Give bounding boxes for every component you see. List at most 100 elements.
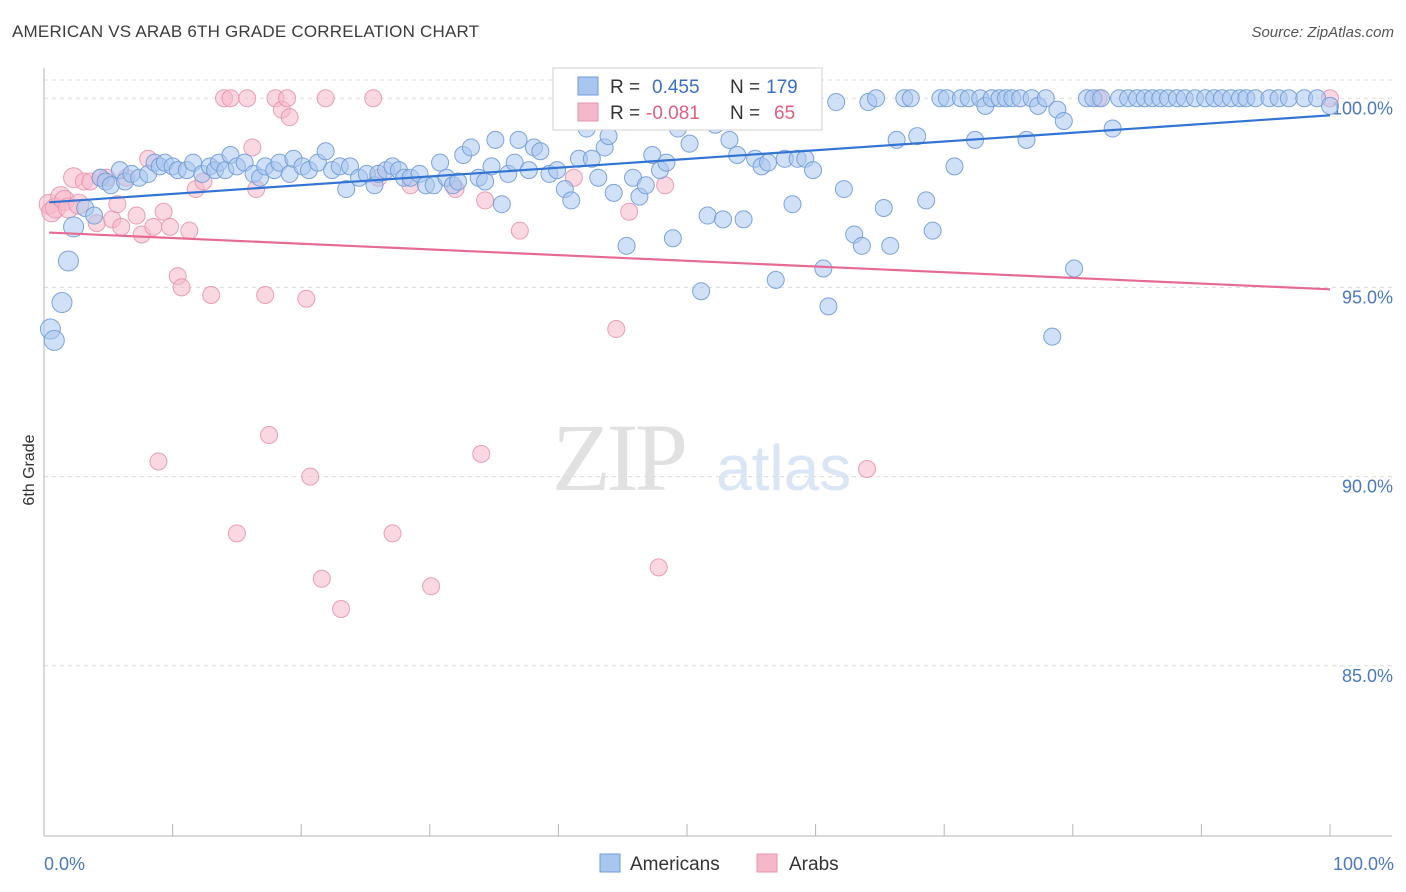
americans-point bbox=[57, 250, 79, 272]
americans-point bbox=[783, 195, 802, 214]
americans-point bbox=[492, 195, 511, 214]
y-axis-label: 6th Grade bbox=[21, 434, 38, 505]
americans-point bbox=[476, 172, 495, 191]
americans-point bbox=[1054, 111, 1073, 130]
stats-box: R = 0.455 N = 179 R = -0.081 N = 65 bbox=[552, 67, 823, 131]
arabs-point bbox=[510, 221, 529, 240]
americans-point bbox=[316, 142, 335, 161]
americans-point bbox=[680, 134, 699, 153]
stats-americans-r-label: R = bbox=[610, 77, 640, 98]
americans-point bbox=[643, 146, 662, 165]
americans-point bbox=[482, 157, 501, 176]
americans-point bbox=[1321, 96, 1339, 115]
y-tick-labels: 85.0% 90.0% 95.0% 100.0% bbox=[1332, 98, 1393, 685]
legend-item-arabs[interactable]: Arabs bbox=[756, 853, 839, 875]
americans-point bbox=[852, 236, 871, 255]
arabs-point bbox=[858, 460, 877, 479]
arabs-point bbox=[260, 425, 279, 444]
americans-point bbox=[509, 130, 528, 149]
americans-point bbox=[901, 89, 920, 108]
americans-point bbox=[43, 329, 65, 351]
chart-title: AMERICAN VS ARAB 6TH GRADE CORRELATION C… bbox=[12, 22, 480, 41]
arabs-point bbox=[656, 176, 675, 195]
americans-point bbox=[819, 297, 838, 316]
arabs-point bbox=[108, 195, 127, 214]
americans-point bbox=[714, 210, 733, 229]
source-credit: Source: ZipAtlas.com bbox=[1251, 24, 1394, 41]
arabs-point bbox=[238, 89, 257, 108]
americans-point bbox=[1036, 89, 1055, 108]
stats-arabs-swatch bbox=[577, 102, 599, 122]
stats-arabs-r-value: -0.081 bbox=[646, 103, 700, 124]
arabs-point bbox=[112, 217, 131, 236]
americans-point bbox=[834, 180, 853, 199]
arabs-point bbox=[649, 558, 668, 577]
arabs-point bbox=[301, 467, 320, 486]
arabs-point bbox=[472, 444, 491, 463]
arabs-point bbox=[221, 89, 240, 108]
americans-point bbox=[636, 176, 655, 195]
americans-point bbox=[734, 210, 753, 229]
x-tick-label-min: 0.0% bbox=[44, 854, 85, 874]
americans-point bbox=[589, 168, 608, 187]
stats-americans-n-value: 179 bbox=[766, 77, 798, 98]
americans-point bbox=[766, 270, 785, 289]
arabs-point bbox=[312, 569, 331, 588]
americans-point bbox=[759, 153, 778, 172]
arabs-point bbox=[154, 202, 173, 221]
americans-point bbox=[814, 259, 833, 278]
americans-point bbox=[548, 161, 567, 180]
arabs-point bbox=[280, 108, 299, 127]
americans-point bbox=[604, 183, 623, 202]
americans-point bbox=[1092, 89, 1111, 108]
arabs-trendline bbox=[49, 231, 1331, 291]
arabs-point bbox=[620, 202, 639, 221]
watermark-zip: ZIP bbox=[552, 404, 685, 511]
arabs-point bbox=[180, 221, 199, 240]
arabs-point bbox=[161, 217, 180, 236]
arabs-point bbox=[243, 138, 262, 157]
x-tick-label-max: 100.0% bbox=[1333, 854, 1394, 874]
stats-americans-r-value: 0.455 bbox=[652, 77, 700, 98]
americans-point bbox=[431, 153, 450, 172]
americans-point bbox=[85, 206, 104, 225]
arabs-point bbox=[149, 452, 168, 471]
americans-point bbox=[337, 180, 356, 199]
legend-item-americans[interactable]: Americans bbox=[599, 853, 720, 875]
americans-point bbox=[449, 172, 468, 191]
americans-point bbox=[874, 198, 893, 217]
watermark: ZIP atlas bbox=[552, 404, 851, 511]
arabs-point bbox=[476, 191, 495, 210]
x-ticks bbox=[43, 824, 1331, 836]
stats-americans-swatch bbox=[577, 76, 599, 96]
trendlines bbox=[49, 114, 1331, 291]
americans-point bbox=[1103, 119, 1122, 138]
americans-point bbox=[1065, 259, 1084, 278]
americans-point bbox=[486, 130, 505, 149]
stats-arabs-n-label: N = bbox=[730, 103, 760, 124]
legend-swatch-arabs bbox=[756, 853, 778, 873]
americans-point bbox=[1017, 130, 1036, 149]
americans-point bbox=[945, 157, 964, 176]
arabs-point bbox=[383, 524, 402, 543]
stats-americans-n-label: N = bbox=[730, 77, 760, 98]
y-tick-label: 100.0% bbox=[1332, 98, 1393, 118]
arabs-point bbox=[422, 577, 441, 596]
americans-point bbox=[698, 206, 717, 225]
americans-point bbox=[531, 142, 550, 161]
arabs-point bbox=[278, 89, 297, 108]
arabs-point bbox=[172, 278, 191, 297]
arabs-point bbox=[144, 217, 163, 236]
americans-point bbox=[582, 149, 601, 168]
americans-point bbox=[617, 236, 636, 255]
arabs-point bbox=[202, 285, 221, 304]
arabs-point bbox=[364, 89, 383, 108]
legend-swatch-americans bbox=[599, 853, 621, 873]
legend-label-arabs: Arabs bbox=[789, 854, 839, 875]
americans-point bbox=[867, 89, 886, 108]
americans-point bbox=[917, 191, 936, 210]
americans-point bbox=[720, 130, 739, 149]
americans-point bbox=[663, 229, 682, 248]
arabs-point bbox=[127, 206, 146, 225]
americans-point bbox=[804, 161, 823, 180]
